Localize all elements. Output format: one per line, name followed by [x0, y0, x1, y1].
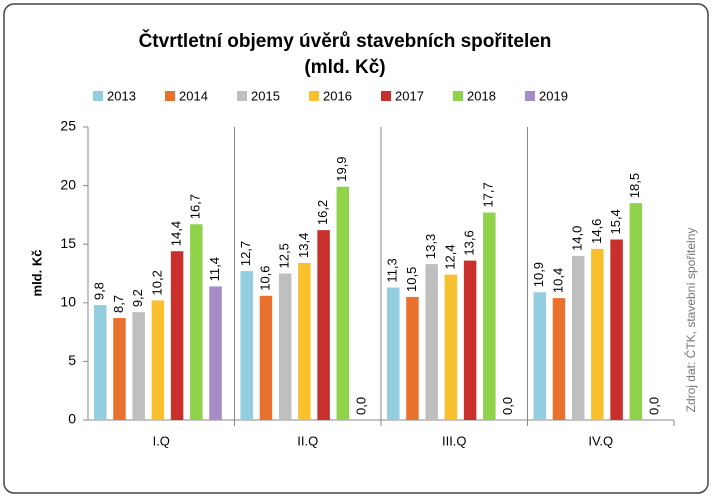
y-tick-label: 5 — [68, 352, 76, 368]
value-label: 9,2 — [130, 289, 145, 307]
bar — [552, 298, 566, 420]
legend-label: 2016 — [323, 88, 352, 103]
value-label: 16,7 — [188, 194, 203, 219]
bar — [591, 248, 604, 420]
bar — [387, 287, 400, 420]
legend-swatch — [381, 91, 391, 101]
value-label: 10,6 — [257, 265, 272, 290]
value-label: 15,4 — [608, 209, 623, 234]
value-label: 14,4 — [169, 221, 184, 246]
y-axis-label: mld. Kč — [29, 250, 44, 297]
value-label: 9,8 — [92, 282, 107, 300]
value-label: 14,6 — [589, 219, 604, 244]
value-label: 0,0 — [646, 397, 661, 415]
value-label: 13,3 — [423, 234, 438, 259]
value-label: 14,0 — [570, 226, 585, 251]
value-label: 17,7 — [481, 182, 496, 207]
legend-label: 2018 — [467, 88, 496, 103]
bar — [278, 273, 292, 420]
y-tick-label: 20 — [60, 176, 76, 192]
x-tick-label: II.Q — [297, 433, 318, 448]
value-label: 10,4 — [550, 268, 565, 293]
legend-swatch — [309, 91, 319, 101]
value-label: 0,0 — [500, 397, 515, 415]
bar — [209, 286, 222, 420]
value-label: 19,9 — [334, 156, 349, 181]
y-tick-label: 0 — [68, 411, 76, 427]
bar — [571, 255, 585, 420]
x-tick-label: I.Q — [153, 433, 170, 448]
x-tick-label: IV.Q — [588, 433, 613, 448]
bar — [629, 203, 643, 420]
bar — [240, 271, 253, 420]
y-tick-label: 25 — [60, 118, 76, 134]
y-tick-label: 15 — [60, 235, 76, 251]
bar — [317, 230, 330, 420]
legend-swatch — [525, 91, 535, 101]
bar — [406, 296, 419, 420]
source-note: Zdroj dat: ČTK, stavební spořitelny — [683, 228, 698, 413]
x-tick-label: III.Q — [442, 433, 467, 448]
value-label: 12,4 — [442, 244, 457, 269]
bar — [533, 292, 546, 420]
value-label: 16,2 — [315, 200, 330, 225]
bar — [483, 212, 496, 420]
bar — [298, 262, 311, 420]
bar — [170, 251, 184, 420]
bar — [94, 305, 107, 420]
bar — [132, 312, 145, 420]
bar — [463, 260, 477, 420]
y-tick-label: 10 — [60, 294, 76, 310]
bar — [113, 318, 126, 420]
chart-title: Čtvrtletní objemy úvěrů stavebních spoři… — [139, 30, 552, 52]
bar — [190, 224, 203, 420]
value-label: 10,2 — [149, 270, 164, 295]
value-label: 11,4 — [207, 257, 222, 281]
value-label: 8,7 — [111, 295, 126, 313]
value-label: 10,5 — [404, 267, 419, 292]
legend-label: 2014 — [179, 88, 208, 103]
value-label: 12,7 — [238, 241, 253, 266]
legend-label: 2017 — [395, 88, 424, 103]
legend-label: 2015 — [251, 88, 280, 103]
bar — [444, 274, 458, 420]
bar — [259, 295, 273, 420]
value-label: 12,5 — [277, 243, 292, 268]
legend-label: 2013 — [107, 88, 136, 103]
value-label: 13,6 — [462, 230, 477, 255]
value-label: 11,3 — [385, 258, 400, 282]
value-label: 13,4 — [296, 233, 311, 258]
legend-swatch — [93, 91, 103, 101]
bar — [425, 264, 438, 420]
bar — [151, 300, 165, 420]
value-label: 0,0 — [353, 397, 368, 415]
bar — [610, 239, 623, 420]
value-label: 18,5 — [627, 173, 642, 198]
legend-swatch — [165, 91, 175, 101]
chart-title: (mld. Kč) — [304, 57, 385, 78]
value-label: 10,9 — [531, 262, 546, 287]
legend-swatch — [453, 91, 463, 101]
legend-swatch — [237, 91, 247, 101]
legend-label: 2019 — [539, 88, 568, 103]
bar — [336, 186, 350, 420]
